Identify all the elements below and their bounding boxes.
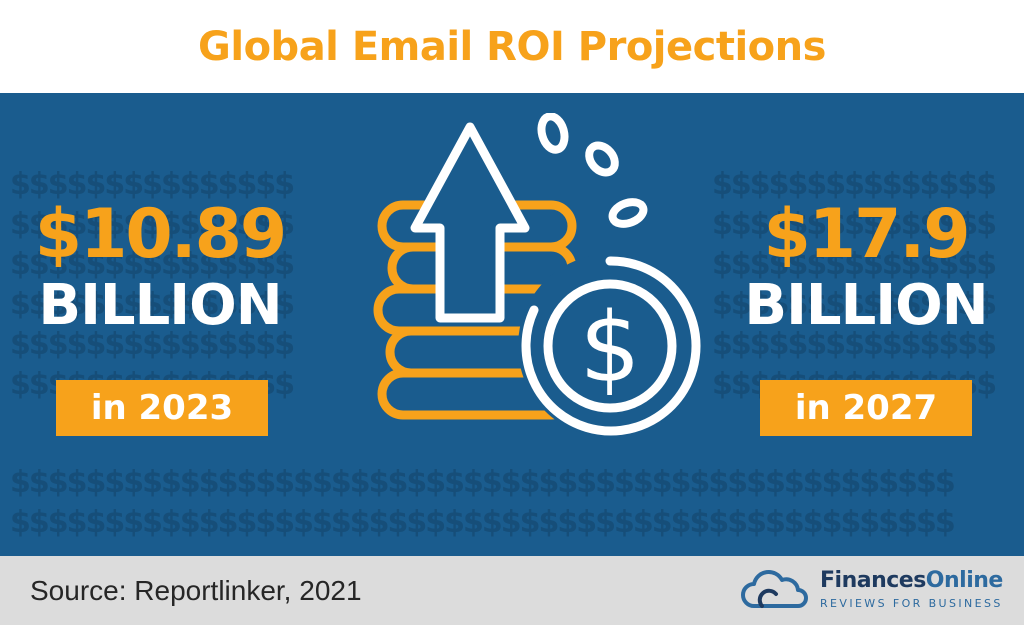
stat-year-badge: in 2023 [56, 380, 268, 436]
stats-panel: $$$$$$$$$$$$$$$ $$$$$$$$$$$$$$$ $$$$$$$$$$… [0, 93, 1024, 556]
coin-dollar-symbol: $ [579, 292, 640, 404]
source-citation: Source: Reportlinker, 2021 [30, 575, 362, 606]
dollar-pattern-right: $$$$$$$$$$$$$$$ $$$$$$$$$$$$$$$ $$$$$$$$$$… [712, 167, 997, 402]
stat-unit: BILLION [744, 273, 988, 338]
stat-amount: $17.9 [763, 195, 970, 274]
brand-logo: FinancesOnline REVIEWS FOR BUSINESS [740, 566, 1010, 616]
logo-tagline: REVIEWS FOR BUSINESS [820, 597, 1003, 610]
roi-illustration: $ [373, 113, 702, 438]
cloud-icon [741, 569, 808, 608]
dollar-pattern-bottom: $$$$$$$$$$$$$$$$$$$$$$$$$$$$$$$$$$$$$$$$… [10, 465, 956, 540]
stat-amount: $10.89 [34, 195, 287, 274]
logo-name-part2: Online [925, 568, 1004, 593]
footer: Source: Reportlinker, 2021 FinancesOnlin… [0, 556, 1024, 625]
page-title: Global Email ROI Projections [198, 23, 826, 70]
dollar-coin-icon: $ [518, 254, 702, 438]
logo-name-part1: Finances [820, 568, 926, 593]
stat-unit: BILLION [38, 273, 282, 338]
logo-wordmark: FinancesOnline [820, 568, 1003, 594]
arrow-up-icon [410, 122, 530, 323]
stat-year-badge: in 2027 [760, 380, 972, 436]
flying-coins-icon [537, 113, 648, 228]
